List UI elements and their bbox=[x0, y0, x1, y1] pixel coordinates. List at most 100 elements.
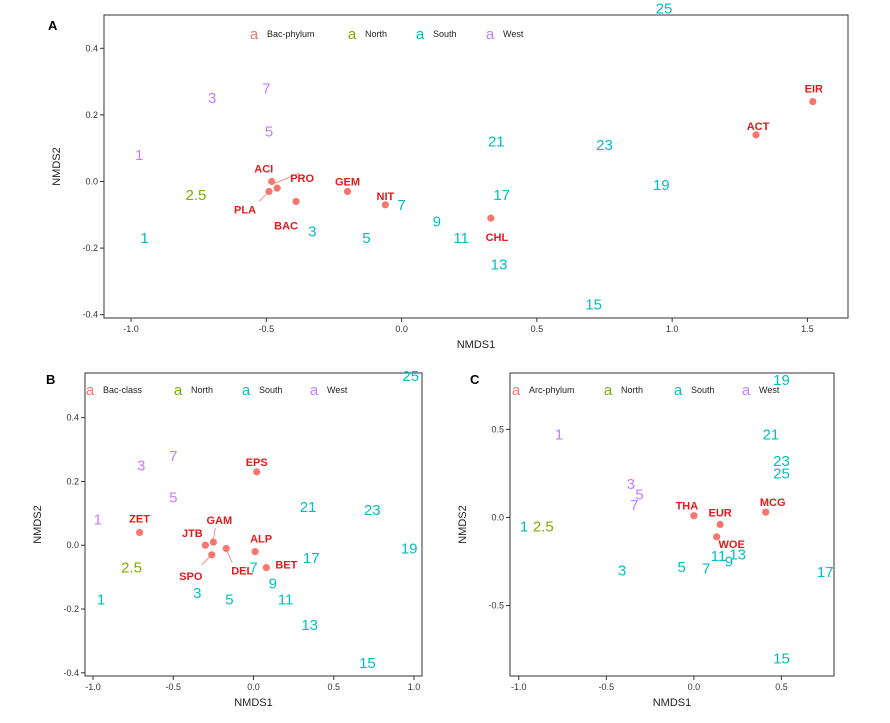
x-tick-label: -1.0 bbox=[123, 324, 139, 334]
legend-key: a bbox=[604, 382, 613, 399]
y-tick-label: 0.4 bbox=[85, 43, 98, 53]
legend-key: a bbox=[86, 382, 95, 399]
site-label: 15 bbox=[585, 297, 602, 314]
taxon-point bbox=[716, 520, 724, 529]
legend-key: a bbox=[486, 26, 495, 43]
x-tick-label: -0.5 bbox=[599, 682, 615, 692]
x-axis-title: NMDS1 bbox=[457, 339, 496, 351]
taxon-label: THA bbox=[676, 501, 699, 513]
taxon-leader-line bbox=[258, 193, 268, 202]
site-label: 13 bbox=[491, 257, 508, 274]
site-label: 5 bbox=[362, 230, 370, 247]
site-label: 23 bbox=[596, 137, 613, 154]
site-label: 17 bbox=[493, 187, 510, 204]
site-label: 11 bbox=[453, 230, 469, 247]
site-label: 7 bbox=[169, 448, 177, 465]
panel-letter: C bbox=[470, 372, 480, 387]
taxon-point bbox=[752, 131, 760, 139]
site-label: 7 bbox=[249, 560, 257, 577]
legend-label: North bbox=[191, 385, 213, 395]
taxon-label: PLA bbox=[234, 204, 256, 216]
legend-label: West bbox=[327, 385, 348, 395]
taxon-label: ACI bbox=[254, 163, 273, 175]
taxon-leader-line bbox=[201, 556, 211, 566]
site-label: 19 bbox=[773, 372, 790, 389]
legend-label: Bac-class bbox=[103, 385, 143, 395]
taxon-point bbox=[487, 214, 495, 222]
taxon-leader-line bbox=[212, 527, 216, 540]
panel-b: B -1.0 -0.5 0.0 0.5 1.0 -0.4 -0.2 0.0 0.2 0.4 NMDS1… bbox=[32, 368, 423, 709]
site-label: 5 bbox=[169, 489, 177, 506]
legend-key: a bbox=[512, 382, 521, 399]
site-label: 23 bbox=[364, 502, 381, 519]
taxon-label: DEL bbox=[231, 565, 253, 577]
y-tick-label: 0.2 bbox=[85, 110, 98, 120]
site-label: 21 bbox=[763, 427, 780, 444]
x-tick-label: 0.0 bbox=[688, 682, 701, 692]
site-label: 5 bbox=[265, 124, 273, 141]
x-tick-label: 0.0 bbox=[247, 682, 260, 692]
site-label: 9 bbox=[269, 576, 277, 593]
site-label: 21 bbox=[300, 499, 317, 516]
taxon-point bbox=[201, 541, 209, 549]
legend-label: West bbox=[759, 385, 780, 395]
taxon-label: MCG bbox=[760, 497, 786, 509]
x-tick-label: 0.5 bbox=[775, 682, 788, 692]
taxon-label: PRO bbox=[290, 173, 314, 185]
y-axis-title: NMDS2 bbox=[51, 147, 63, 186]
legend-key: a bbox=[348, 26, 357, 43]
x-axis-title: NMDS1 bbox=[234, 697, 273, 709]
site-label: 5 bbox=[635, 487, 643, 504]
site-label: 1 bbox=[97, 591, 105, 608]
site-label: 1 bbox=[555, 427, 563, 444]
site-label: 5 bbox=[677, 559, 685, 576]
y-tick-label: -0.4 bbox=[82, 310, 98, 320]
taxon-point bbox=[292, 197, 300, 206]
taxon-point bbox=[343, 187, 352, 196]
taxon-point bbox=[209, 538, 217, 546]
site-label: 17 bbox=[817, 564, 834, 581]
site-label: 7 bbox=[397, 197, 405, 214]
x-tick-label: -1.0 bbox=[85, 682, 101, 692]
y-axis-title: NMDS2 bbox=[457, 505, 469, 544]
y-tick-label: -0.2 bbox=[82, 243, 98, 253]
x-tick-label: 1.5 bbox=[801, 324, 814, 334]
taxon-point bbox=[262, 563, 270, 572]
x-tick-label: -0.5 bbox=[166, 682, 182, 692]
y-tick-label: 0.2 bbox=[66, 476, 79, 486]
taxon-label: EPS bbox=[246, 457, 268, 469]
taxon-point bbox=[251, 548, 259, 556]
site-label: 1 bbox=[140, 230, 148, 247]
x-tick-label: -0.5 bbox=[259, 324, 275, 334]
x-axis-title: NMDS1 bbox=[653, 697, 692, 709]
site-label: 15 bbox=[359, 655, 376, 672]
site-label: 13 bbox=[301, 617, 318, 634]
taxon-point bbox=[268, 177, 276, 186]
site-label: 2.5 bbox=[186, 187, 207, 204]
site-label: 3 bbox=[208, 90, 216, 107]
taxon-point bbox=[381, 201, 389, 209]
legend-label: South bbox=[259, 385, 283, 395]
site-label: 11 bbox=[278, 591, 294, 608]
site-label: 25 bbox=[656, 0, 673, 17]
site-label: 3 bbox=[618, 562, 626, 579]
taxon-label: GAM bbox=[207, 515, 233, 527]
taxon-label: ACT bbox=[747, 121, 770, 133]
taxon-label: CHL bbox=[486, 232, 509, 244]
x-tick-label: 1.0 bbox=[408, 682, 421, 692]
panel-letter: B bbox=[46, 372, 55, 387]
taxon-point bbox=[253, 468, 261, 476]
taxon-point bbox=[762, 508, 770, 516]
site-label: 17 bbox=[303, 550, 320, 567]
site-label: 5 bbox=[225, 591, 233, 608]
legend-key: a bbox=[242, 382, 251, 399]
x-tick-label: -1.0 bbox=[511, 682, 527, 692]
site-label: 1 bbox=[520, 518, 528, 535]
x-tick-label: 0.5 bbox=[531, 324, 544, 334]
site-label: 13 bbox=[729, 546, 746, 563]
site-label: 3 bbox=[193, 585, 201, 602]
taxon-label: EUR bbox=[709, 508, 732, 520]
taxon-label: BET bbox=[275, 560, 297, 572]
panel-a: A -1.0 -0.5 0.0 0.5 1.0 1.5 -0.4 -0.2 0.0 0.2 0.4 NM… bbox=[48, 0, 849, 351]
site-label: 11 bbox=[711, 548, 727, 565]
